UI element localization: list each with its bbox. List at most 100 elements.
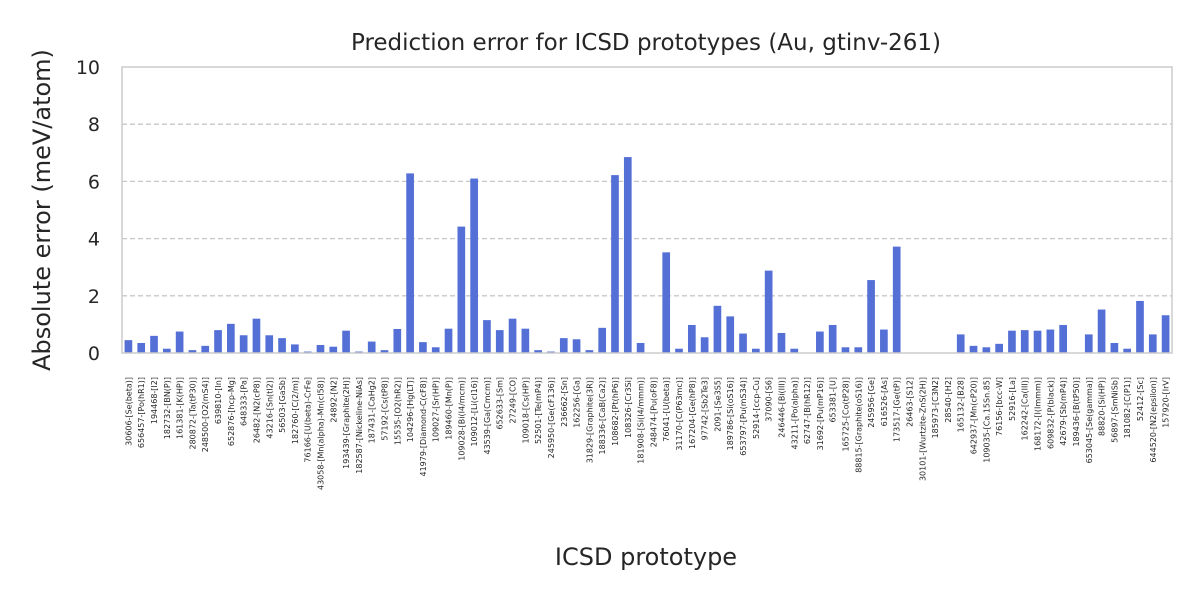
y-tick-label: 0 [88, 343, 100, 365]
bar [854, 347, 863, 353]
y-axis-label: Absolute error (meV/atom) [28, 49, 56, 371]
bar [124, 340, 133, 353]
x-tick-label: 609832-[P(black)] [1046, 377, 1055, 449]
chart-title: Prediction error for ICSD prototypes (Au… [351, 30, 941, 56]
bar [611, 175, 619, 353]
x-tick-label: 194468-[I2] [150, 377, 159, 424]
bar [1020, 330, 1029, 353]
x-axis-label: ICSD prototype [555, 543, 737, 571]
x-tick-label: 616526-[As] [880, 377, 889, 426]
bar [367, 341, 376, 353]
x-tick-label: 652633-[Sm] [496, 377, 505, 430]
y-tick-label: 10 [76, 57, 100, 79]
x-tick-label: 28540-[H2] [944, 377, 953, 423]
bar [239, 335, 248, 353]
bar [662, 252, 671, 353]
grid-lines [122, 123, 1172, 297]
x-tick-label: 109018-[Cs(HP)] [521, 377, 530, 444]
x-tick-label: 642937-[Mn(cP20)] [970, 377, 979, 454]
bar [483, 320, 491, 353]
bar [687, 324, 696, 353]
x-tick-label: 248474-[Pu(oF8)] [649, 377, 658, 447]
bar [431, 347, 440, 353]
y-tick-labels: 0 2 4 6 8 10 [76, 57, 100, 365]
x-tick-label: 43216-[Sn(tI2)] [265, 377, 274, 439]
bar [470, 178, 478, 353]
x-tick-label: 245950-[Ge(cF136)] [547, 377, 556, 458]
x-tick-label: 56503-[GaSb] [278, 377, 287, 433]
y-tick-label: 6 [88, 171, 100, 193]
x-tick-label: 43058-[Mn(alpha)-Mn(cI58)] [316, 377, 325, 490]
bar [252, 318, 261, 353]
x-tick-label: 236662-[Sn] [560, 377, 569, 427]
x-tick-label: 52914-[ccp-Cu] [752, 377, 761, 439]
bar [1123, 348, 1132, 353]
bar [1008, 330, 1016, 353]
x-tick-label: 656457-[Po(hR1)] [137, 377, 146, 448]
bar [880, 329, 888, 353]
bar [419, 342, 427, 353]
bar [598, 327, 607, 353]
bar [1097, 309, 1106, 353]
bar [585, 350, 594, 353]
bar [495, 330, 504, 353]
bar [291, 344, 299, 353]
x-tick-label: 88820-[Si(HP)] [1098, 377, 1107, 436]
x-tick-label: 181908-[Si(I4/mmm)] [637, 377, 646, 464]
bar [790, 348, 799, 353]
x-tick-label: 189786-[Si(oS16)] [726, 377, 735, 450]
bar [1161, 315, 1170, 353]
bar [227, 323, 235, 353]
bar [380, 350, 389, 353]
x-tick-label: 76166-[U(beta)-CrFe] [304, 377, 313, 463]
bar [1148, 334, 1157, 353]
x-tick-label: 109028-[Bi(I4/mcm)] [457, 377, 466, 461]
bar [572, 339, 581, 353]
bar [1059, 324, 1067, 353]
x-tick-label: 97742-[Sb2Te3] [701, 377, 710, 440]
x-tick-label: 109035-[Ca.15Sn.85] [982, 377, 991, 463]
bar [201, 345, 210, 353]
x-tick-label: 31170-[C(P63mc)] [675, 377, 684, 451]
bar [982, 347, 991, 353]
x-tick-label: 52412-[Sc] [1136, 377, 1145, 421]
bar [956, 334, 965, 353]
y-tick-label: 4 [88, 229, 100, 251]
x-tick-label: 24892-[N2] [329, 377, 338, 423]
bar [892, 246, 901, 353]
bar [188, 350, 197, 353]
bar [726, 316, 735, 353]
bar [162, 348, 171, 353]
bar [777, 332, 786, 353]
x-tick-label: 76156-[bcc-W] [995, 377, 1004, 436]
x-tick-label: 185973-[C3N2] [931, 377, 940, 438]
x-tick-label: 26463-[S12] [906, 377, 915, 427]
bar [137, 342, 146, 353]
x-tick-label: 167204-[Ge(hP8)] [688, 377, 697, 449]
bar [1033, 330, 1042, 353]
x-tick-label: 245956-[Ge] [867, 377, 876, 428]
bar [969, 345, 978, 353]
x-tick-label: 173517-[Ge(tP)] [893, 377, 902, 442]
bar [316, 344, 325, 353]
bar [265, 335, 274, 353]
bar [1136, 300, 1144, 353]
x-tick-label: 648333-[Pa] [240, 377, 249, 426]
x-tick-label: 182760-[C(2/m)] [291, 377, 300, 444]
x-tick-label: 248500-[O2(mS4)] [201, 377, 210, 452]
bar [521, 328, 530, 353]
x-tick-label: 188336-[CaB(Ca2)] [598, 377, 607, 454]
bar [150, 335, 158, 353]
bar [457, 226, 466, 353]
x-tick-label: 41979-[Diamond-C(cF8)] [419, 377, 428, 477]
x-tick-label: 280872-[Ta(tP30)] [188, 377, 197, 450]
bar [623, 157, 632, 353]
x-tick-label: 43539-[Ga(Cmcm)] [483, 377, 492, 455]
x-tick-label: 162256-[Ga] [573, 377, 582, 428]
bar [278, 338, 286, 353]
x-tick-label: 182587-[Nickeline-NiAs] [355, 377, 364, 474]
x-tick-label: 653381-[U] [829, 377, 838, 423]
x-tick-label: 246446-[Bi(III)] [777, 377, 786, 438]
x-tick-label: 652876-[hcp-Mg] [227, 377, 236, 446]
